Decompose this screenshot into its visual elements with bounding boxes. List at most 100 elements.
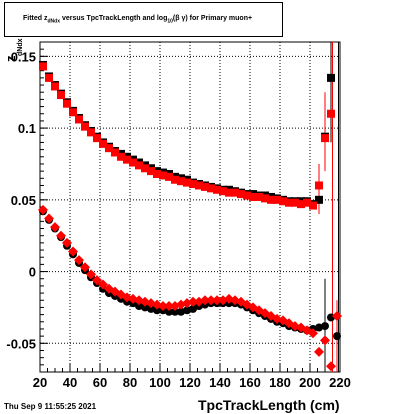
data-point-circle	[165, 307, 173, 316]
data-point-square	[135, 161, 143, 170]
data-point-square	[297, 200, 305, 209]
data-point-square	[201, 182, 209, 191]
x-tick-label: 180	[269, 375, 291, 390]
chart-title: Fitted zdNdx versus TpcTrackLength and l…	[23, 15, 252, 24]
data-point-square	[177, 177, 185, 186]
data-point-diamond	[68, 246, 78, 257]
data-point-diamond	[92, 275, 102, 286]
data-point-diamond	[98, 279, 108, 290]
x-tick-label: 80	[123, 375, 137, 390]
y-axis-label: z	[3, 55, 18, 62]
data-point-square	[303, 198, 311, 207]
data-point-circle	[183, 306, 191, 315]
data-point-diamond	[314, 346, 324, 357]
data-point-square	[195, 181, 203, 190]
data-point-square	[315, 195, 323, 204]
axes: 20 40 60 80 100 120 140 160 180 200 220 -0.05 0 0.05 0…	[6, 41, 351, 390]
x-tick-label: 40	[63, 375, 77, 390]
data-point-square	[237, 190, 245, 199]
data-point-diamond	[188, 296, 198, 307]
x-tick-label: 120	[179, 375, 201, 390]
data-point-square	[51, 82, 59, 91]
data-point-square	[207, 184, 215, 193]
data-point-square	[327, 73, 335, 82]
footer-date: Thu Sep 9 11:55:25 2021	[4, 402, 97, 411]
data-point-diamond	[80, 262, 90, 273]
data-point-square	[147, 167, 155, 176]
data-point-square	[213, 185, 221, 194]
y-tick-label: 0	[29, 265, 36, 280]
data-point-diamond	[200, 295, 210, 306]
x-tick-label: 200	[299, 375, 321, 390]
data-point-diamond	[44, 213, 54, 224]
data-point-square	[273, 195, 281, 204]
data-point-diamond	[62, 237, 72, 248]
data-point-square	[63, 99, 71, 108]
title-sub-10: 10	[167, 18, 173, 25]
data-point-circle	[141, 303, 149, 312]
data-point-square	[45, 73, 53, 82]
x-axis-label: TpcTrackLength (cm)	[198, 397, 340, 413]
data-point-square	[255, 192, 263, 201]
data-point-square	[93, 134, 101, 143]
data-point-diamond	[56, 230, 66, 241]
title-mid: versus TpcTrackLength and log	[60, 15, 168, 22]
y-tick-label: 0.1	[18, 121, 36, 136]
data-point-square	[171, 175, 179, 184]
y-tick-label: 0.05	[11, 193, 36, 208]
data-point-diamond	[86, 269, 96, 280]
data-point-diamond	[50, 222, 60, 233]
data-point-diamond	[74, 255, 84, 266]
data-point-square	[165, 172, 173, 181]
data-point-circle	[177, 307, 185, 316]
data-point-circle	[135, 302, 143, 310]
y-tick-label: -0.05	[6, 336, 36, 351]
data-point-square	[291, 198, 299, 207]
data-point-diamond	[332, 311, 342, 322]
data-point-square	[231, 188, 239, 197]
data-point-square	[219, 187, 227, 196]
x-tick-label: 100	[149, 375, 171, 390]
data-point-diamond	[308, 328, 318, 339]
data-point-square	[327, 109, 335, 118]
data-point-diamond	[158, 301, 168, 311]
data-point-square	[285, 198, 293, 207]
data-point-circle	[189, 304, 197, 313]
data-point-square	[309, 201, 317, 210]
data-point-circle	[153, 306, 161, 315]
data-point-square	[183, 178, 191, 187]
data-point-diamond	[326, 361, 336, 372]
data-point-diamond	[206, 295, 216, 306]
data-point-square	[99, 139, 107, 148]
data-point-square	[153, 170, 161, 178]
data-point-square	[225, 188, 233, 197]
data-point-square	[87, 128, 95, 137]
data-point-diamond	[212, 295, 222, 306]
data-point-circle	[315, 323, 323, 332]
title-sub-dndx: dNdx	[47, 18, 61, 25]
title-suffix: (β γ) for Primary muon+	[172, 15, 253, 22]
title-box: Fitted zdNdx versus TpcTrackLength and l…	[4, 2, 283, 37]
x-tick-label: 60	[93, 375, 107, 390]
data-point-square	[123, 155, 131, 164]
data-point-diamond	[164, 301, 174, 311]
data-point-square	[159, 171, 167, 180]
data-point-square	[81, 122, 89, 131]
data-point-square	[261, 194, 269, 203]
data-point-square	[321, 134, 329, 143]
y-axis-label-sub: dNdx	[17, 38, 24, 56]
data-point-square	[189, 180, 197, 189]
data-point-square	[39, 62, 47, 71]
title-prefix: Fitted z	[23, 15, 48, 22]
data-point-square	[267, 195, 275, 204]
data-point-circle	[147, 304, 155, 313]
x-tick-label: 220	[329, 375, 351, 390]
data-point-square	[57, 91, 65, 100]
data-point-square	[75, 115, 83, 124]
x-tick-label: 140	[209, 375, 231, 390]
data-point-square	[279, 197, 287, 206]
x-tick-label: 160	[239, 375, 261, 390]
data-point-square	[243, 191, 251, 200]
data-point-circle	[333, 332, 341, 341]
